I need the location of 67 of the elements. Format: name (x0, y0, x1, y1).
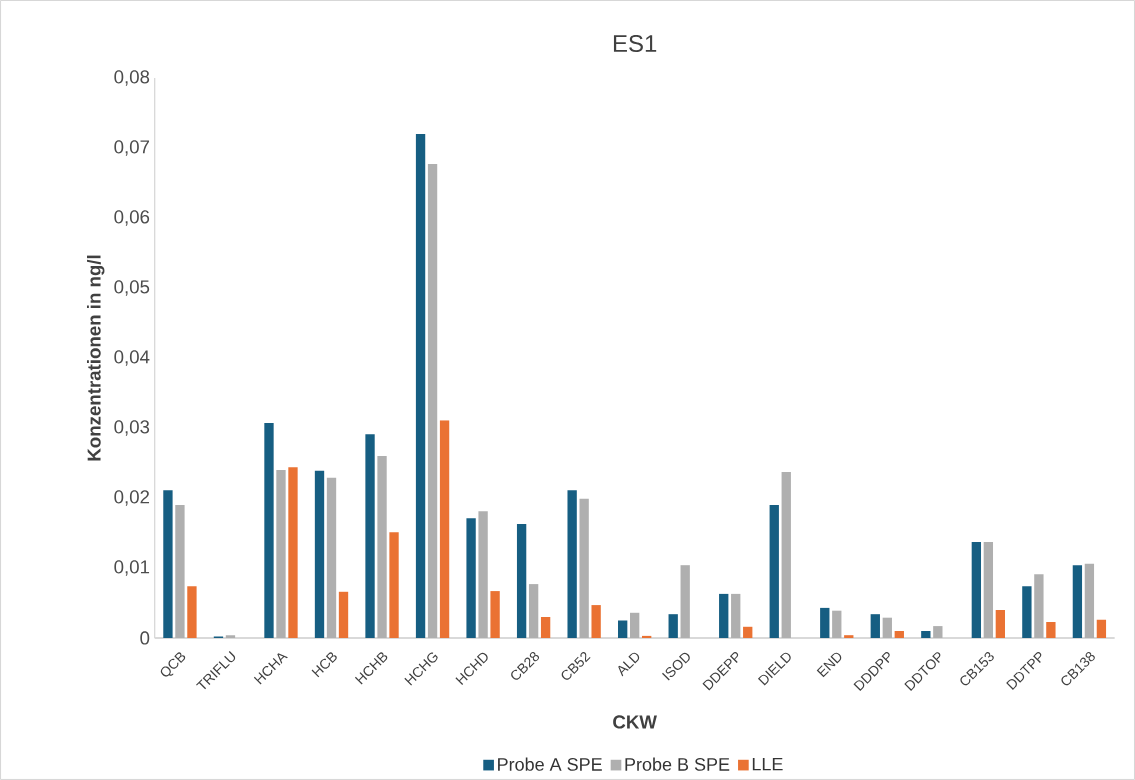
bar (743, 626, 753, 638)
legend-label: LLE (752, 757, 783, 771)
bar (187, 586, 197, 638)
bar (921, 630, 931, 638)
bar (225, 635, 236, 638)
bar (540, 616, 551, 638)
bar (894, 630, 904, 638)
y-tick-label: 0,08 (114, 70, 150, 86)
bar (567, 490, 577, 638)
bar (326, 477, 337, 638)
bar (516, 523, 527, 638)
chart-title: ES1 (613, 34, 657, 52)
x-axis-title: CKW (613, 715, 657, 729)
bar (618, 620, 628, 638)
y-tick-label: 0,01 (114, 560, 150, 576)
bar (933, 626, 943, 638)
bar (983, 542, 994, 638)
bar (1034, 574, 1044, 638)
bar (377, 455, 387, 638)
y-tick-label: 0,06 (114, 210, 150, 226)
bar (478, 511, 488, 638)
bar (365, 434, 375, 638)
y-tick-label: 0,05 (114, 280, 150, 296)
bar (832, 610, 842, 638)
bar (844, 635, 854, 638)
legend-label: Probe A SPE (498, 757, 602, 771)
bar (163, 490, 173, 638)
y-tick-label: 0,03 (114, 420, 150, 436)
y-tick-label: 0,07 (114, 140, 150, 156)
y-tick-label: 0,02 (114, 490, 150, 506)
bar (630, 612, 640, 638)
bar (870, 614, 880, 638)
bar (528, 584, 539, 638)
bar (1096, 619, 1107, 638)
bar (579, 498, 589, 638)
bar (680, 565, 690, 638)
bar (1022, 586, 1032, 638)
bar (769, 504, 779, 638)
bar (781, 472, 791, 638)
bar (882, 617, 892, 638)
bar (276, 469, 286, 638)
bar (427, 164, 438, 638)
bar (264, 423, 274, 638)
bar (288, 467, 298, 638)
bar (731, 593, 741, 638)
y-tick-label: 0,04 (114, 350, 150, 366)
bar (1046, 621, 1056, 638)
bar (466, 518, 476, 638)
bar (971, 542, 982, 638)
legend-label: Probe B SPE (625, 757, 730, 771)
bar (668, 614, 678, 638)
bar (642, 635, 652, 638)
bar (820, 607, 830, 638)
bar (415, 133, 426, 638)
bar (389, 532, 399, 638)
bar (314, 470, 325, 638)
bar (591, 605, 601, 638)
bar (719, 593, 729, 638)
bar (439, 420, 450, 638)
bar (338, 591, 349, 638)
y-tick-label: 0 (140, 631, 150, 645)
bar (175, 504, 185, 638)
bar (1072, 565, 1083, 638)
bar (1084, 563, 1095, 638)
bar (995, 609, 1006, 638)
bar (490, 591, 500, 638)
y-axis-title: Konzentrationen in ng/l (86, 255, 105, 461)
